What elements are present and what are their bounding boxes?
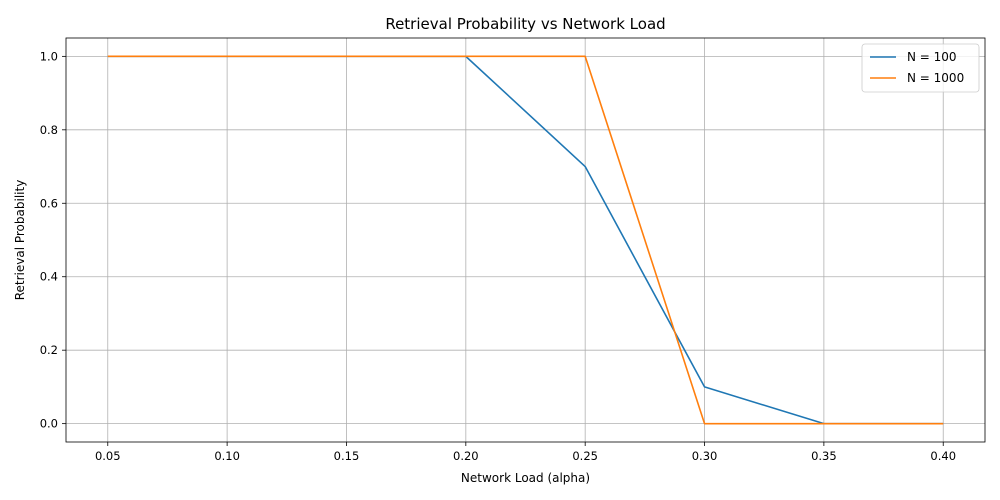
plot-frame xyxy=(65,37,986,443)
legend-label-2: N = 1000 xyxy=(907,71,964,85)
axis-ticks: 0.05 0.10 0.15 0.20 0.25 0.30 0.35 0.40 0.0 0.2 0.… xyxy=(40,49,956,463)
x-tick-label: 0.10 xyxy=(214,449,240,463)
y-tick-label: 1.0 xyxy=(40,49,58,63)
series-lines xyxy=(107,55,944,425)
y-tick-label: 0.4 xyxy=(40,270,58,284)
x-axis-label: Network Load (alpha) xyxy=(461,471,590,485)
x-tick-label: 0.15 xyxy=(334,449,360,463)
legend-label-1: N = 100 xyxy=(907,50,957,64)
legend-box xyxy=(861,43,980,93)
legend: N = 100 N = 1000 xyxy=(861,43,980,93)
y-tick-label: 0.0 xyxy=(40,417,58,431)
x-tick-label: 0.05 xyxy=(95,449,121,463)
series-line-2 xyxy=(107,55,944,425)
chart-title: Retrieval Probability vs Network Load xyxy=(385,15,665,33)
y-tick-label: 0.2 xyxy=(40,343,58,357)
x-tick-label: 0.30 xyxy=(692,449,718,463)
x-tick-label: 0.35 xyxy=(811,449,837,463)
y-tick-label: 0.8 xyxy=(40,123,58,137)
x-tick-label: 0.20 xyxy=(453,449,479,463)
y-axis-label: Retrieval Probability xyxy=(13,180,27,301)
y-tick-label: 0.6 xyxy=(40,196,58,210)
x-tick-label: 0.25 xyxy=(572,449,598,463)
x-tick-label: 0.40 xyxy=(930,449,956,463)
